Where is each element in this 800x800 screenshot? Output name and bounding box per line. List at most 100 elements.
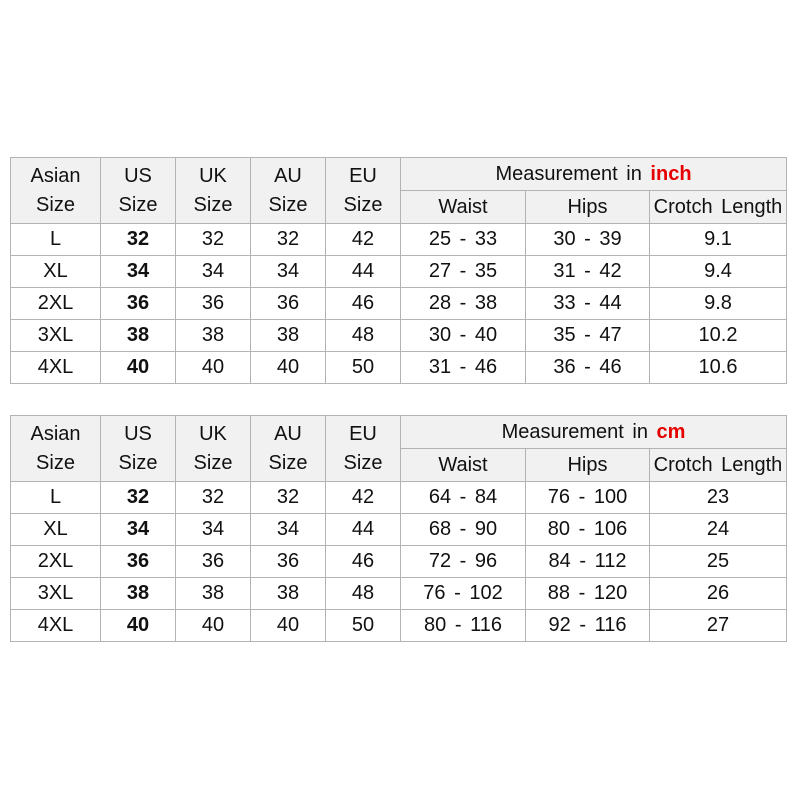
table-row: 3XL 38 38 38 48 76 - 102 88 - 120 26 [10, 577, 787, 610]
cell-us: 34 [100, 513, 176, 546]
cell-uk: 32 [175, 481, 251, 514]
cell-eu: 42 [325, 223, 401, 256]
cell-waist: 25 - 33 [400, 223, 526, 256]
cell-hips: 30 - 39 [525, 223, 650, 256]
header-line: UK [199, 422, 227, 445]
header-line: Size [343, 193, 383, 216]
cell-crotch: 9.4 [649, 255, 787, 288]
col-header-crotch-length: Crotch Length [649, 190, 787, 224]
cell-asian: 3XL [10, 319, 101, 352]
cell-asian: 4XL [10, 609, 101, 642]
cell-hips: 80 - 106 [525, 513, 650, 546]
cell-us: 38 [100, 577, 176, 610]
header-line: UK [199, 164, 227, 187]
cell-hips: 84 - 112 [525, 545, 650, 578]
table-row: 3XL 38 38 38 48 30 - 40 35 - 47 10.2 [10, 319, 787, 352]
table-row: XL 34 34 34 44 27 - 35 31 - 42 9.4 [10, 255, 787, 288]
cell-us: 34 [100, 255, 176, 288]
cell-eu: 46 [325, 287, 401, 320]
cell-hips: 92 - 116 [525, 609, 650, 642]
cell-asian: XL [10, 255, 101, 288]
cell-au: 32 [250, 481, 326, 514]
header-row-top: Asian Size US Size UK Size AU Size EU [10, 157, 787, 224]
header-line: Size [343, 451, 383, 474]
header-line: Size [268, 193, 308, 216]
col-header-crotch-length: Crotch Length [649, 448, 787, 482]
cell-eu: 46 [325, 545, 401, 578]
cell-waist: 31 - 46 [400, 351, 526, 384]
cell-crotch: 9.1 [649, 223, 787, 256]
cell-eu: 48 [325, 319, 401, 352]
cell-uk: 36 [175, 545, 251, 578]
table-body-cm: L 32 32 32 42 64 - 84 76 - 100 23 XL 34 34 34 44 68 -… [10, 481, 787, 642]
cell-asian: L [10, 481, 101, 514]
cell-au: 38 [250, 319, 326, 352]
table-row: 2XL 36 36 36 46 72 - 96 84 - 112 25 [10, 545, 787, 578]
cell-crotch: 23 [649, 481, 787, 514]
col-header-waist: Waist [400, 448, 526, 482]
cell-crotch: 27 [649, 609, 787, 642]
cell-hips: 33 - 44 [525, 287, 650, 320]
header-row-measures: Waist Hips Crotch Length [11, 190, 787, 224]
cell-us: 36 [100, 287, 176, 320]
cell-eu: 50 [325, 351, 401, 384]
cell-us: 32 [100, 481, 176, 514]
col-header-uk-size: UK Size [175, 415, 251, 482]
measurement-prefix: Measurement in [501, 420, 648, 443]
cell-uk: 34 [175, 513, 251, 546]
header-line: AU [274, 422, 302, 445]
cell-au: 36 [250, 287, 326, 320]
col-header-waist: Waist [400, 190, 526, 224]
cell-waist: 68 - 90 [400, 513, 526, 546]
cell-au: 34 [250, 255, 326, 288]
header-line: Size [118, 451, 158, 474]
header-row-measures: Waist Hips Crotch Length [11, 448, 787, 482]
cell-asian: 3XL [10, 577, 101, 610]
size-table-inch: Asian Size US Size UK Size AU Size EU [10, 157, 787, 384]
cell-eu: 44 [325, 255, 401, 288]
col-header-eu-size: EU Size [325, 157, 401, 224]
header-line: US [124, 422, 152, 445]
cell-au: 32 [250, 223, 326, 256]
header-line: Size [36, 193, 75, 216]
cell-waist: 72 - 96 [400, 545, 526, 578]
table-row: L 32 32 32 42 25 - 33 30 - 39 9.1 [10, 223, 787, 256]
col-header-us-size: US Size [100, 157, 176, 224]
cell-uk: 38 [175, 577, 251, 610]
col-header-eu-size: EU Size [325, 415, 401, 482]
header-row-top: Asian Size US Size UK Size AU Size EU [10, 415, 787, 482]
measurement-unit: inch [650, 162, 692, 185]
cell-waist: 80 - 116 [400, 609, 526, 642]
header-line: Size [36, 451, 75, 474]
col-header-asian-size: Asian Size [10, 415, 101, 482]
cell-uk: 32 [175, 223, 251, 256]
cell-hips: 36 - 46 [525, 351, 650, 384]
cell-us: 40 [100, 351, 176, 384]
size-charts-container: Asian Size US Size UK Size AU Size EU [10, 157, 787, 642]
table-row: 4XL 40 40 40 50 31 - 46 36 - 46 10.6 [10, 351, 787, 384]
col-header-hips: Hips [525, 190, 650, 224]
cell-asian: 4XL [10, 351, 101, 384]
table-row: L 32 32 32 42 64 - 84 76 - 100 23 [10, 481, 787, 514]
cell-asian: 2XL [10, 287, 101, 320]
header-line: EU [349, 422, 377, 445]
cell-hips: 76 - 100 [525, 481, 650, 514]
measurement-header-inch: Measurement in inch [400, 157, 787, 191]
measurement-unit: cm [656, 420, 686, 443]
col-header-asian-size: Asian Size [10, 157, 101, 224]
cell-asian: XL [10, 513, 101, 546]
measurement-header-cm: Measurement in cm [400, 415, 787, 449]
cell-asian: L [10, 223, 101, 256]
header-line: Size [118, 193, 158, 216]
cell-us: 32 [100, 223, 176, 256]
size-table-cm: Asian Size US Size UK Size AU Size EU [10, 415, 787, 642]
table-row: 2XL 36 36 36 46 28 - 38 33 - 44 9.8 [10, 287, 787, 320]
header-line: Asian [30, 164, 81, 187]
cell-uk: 38 [175, 319, 251, 352]
cell-crotch: 9.8 [649, 287, 787, 320]
cell-eu: 42 [325, 481, 401, 514]
cell-au: 34 [250, 513, 326, 546]
table-body-inch: L 32 32 32 42 25 - 33 30 - 39 9.1 XL 34 34 34 44 27 -… [10, 223, 787, 384]
cell-uk: 40 [175, 609, 251, 642]
cell-us: 40 [100, 609, 176, 642]
